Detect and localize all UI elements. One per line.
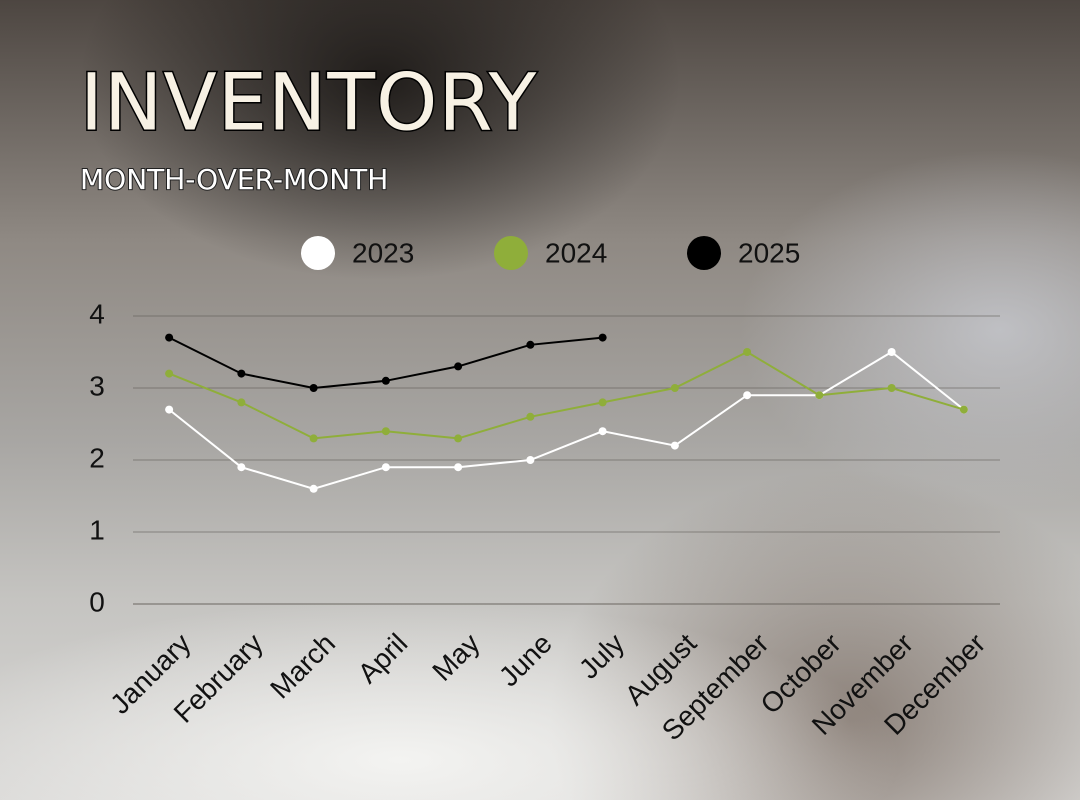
legend-marker — [301, 236, 335, 270]
y-tick-label: 0 — [89, 586, 105, 617]
data-point — [526, 456, 535, 464]
data-point — [309, 484, 318, 493]
series-line — [168, 350, 965, 490]
data-point — [526, 412, 535, 421]
data-point — [454, 463, 463, 472]
legend-marker — [687, 236, 721, 270]
data-point — [309, 384, 318, 392]
legend-marker — [494, 236, 528, 270]
y-tick-label: 1 — [89, 514, 105, 545]
data-point — [237, 398, 246, 407]
data-point — [309, 434, 318, 443]
data-point — [598, 398, 607, 407]
x-tick-label: July — [573, 628, 630, 685]
data-point — [381, 427, 390, 436]
x-tick-label: June — [493, 628, 558, 693]
data-point — [165, 405, 174, 414]
data-point — [670, 384, 679, 392]
data-point — [526, 340, 535, 349]
chart-subtitle: MONTH-OVER-MONTH — [80, 163, 388, 196]
data-point — [165, 369, 174, 378]
legend-label: 2024 — [545, 237, 607, 268]
y-tick-label: 4 — [89, 298, 105, 329]
data-point — [165, 333, 174, 342]
y-tick-label: 3 — [89, 370, 105, 401]
x-tick-label: May — [426, 628, 485, 687]
data-point — [670, 441, 679, 450]
data-point — [743, 391, 752, 400]
data-point — [237, 369, 246, 378]
data-point — [598, 427, 607, 436]
data-point — [381, 463, 390, 472]
data-point — [815, 391, 824, 400]
legend-label: 2025 — [738, 237, 800, 268]
data-point — [887, 384, 896, 392]
data-point — [454, 434, 463, 443]
y-tick-label: 2 — [89, 442, 105, 473]
data-point — [381, 376, 390, 385]
x-tick-label: March — [264, 628, 341, 705]
legend-label: 2023 — [352, 237, 414, 268]
series-line — [168, 350, 965, 440]
data-point — [454, 362, 463, 371]
data-point — [959, 405, 968, 414]
data-point — [887, 348, 896, 356]
chart-title: INVENTORY — [80, 58, 537, 148]
x-tick-label: April — [352, 628, 414, 690]
data-point — [598, 333, 607, 342]
data-point — [743, 348, 752, 356]
data-point — [237, 463, 246, 472]
